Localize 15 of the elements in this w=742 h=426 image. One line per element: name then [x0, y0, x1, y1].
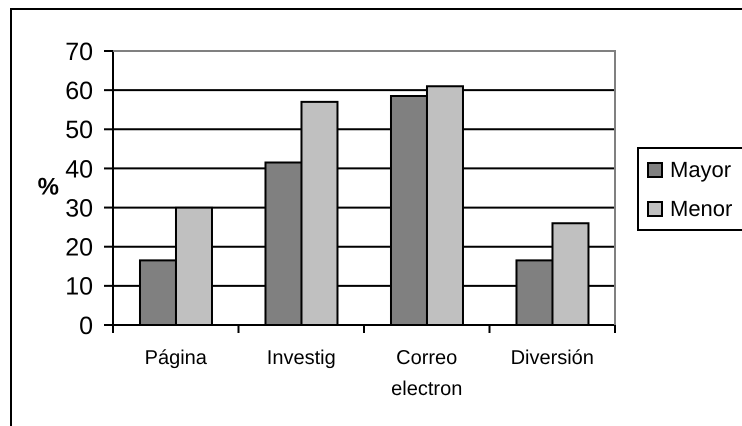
legend-label: Mayor	[670, 156, 732, 184]
y-axis-title: %	[38, 174, 59, 200]
x-tick-label: Investig	[266, 347, 336, 369]
y-tick-label: 30	[65, 194, 93, 222]
y-tick-label: 50	[65, 116, 93, 144]
x-tick-label: Página	[144, 347, 208, 369]
x-tick-label: Diversión	[510, 347, 594, 369]
legend-label: Menor	[670, 195, 732, 223]
y-tick-label: 0	[79, 312, 93, 340]
y-tick-label: 10	[65, 272, 93, 301]
y-tick-label: 70	[65, 38, 93, 66]
y-tick-label: 20	[65, 234, 93, 262]
y-tick-label: 40	[65, 155, 93, 184]
x-tick-label: Correo electron	[391, 347, 462, 400]
y-tick-label: 60	[65, 77, 93, 106]
